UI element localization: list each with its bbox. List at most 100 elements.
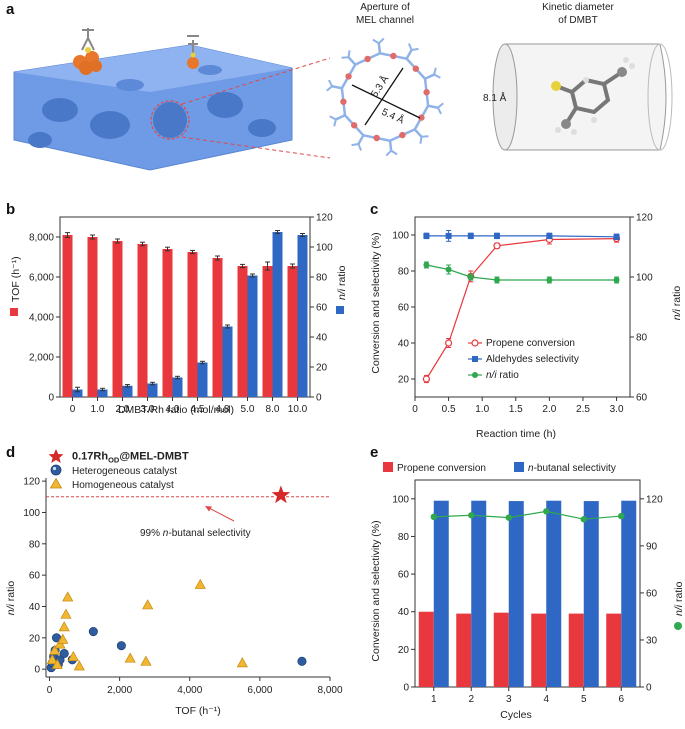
chart-e-ytick-right-label: 30	[646, 635, 658, 646]
ring-oxygen-atom	[390, 52, 397, 60]
chart-c-ytick-right-label: 60	[636, 393, 648, 404]
legend-e-selectivity-swatch	[514, 462, 524, 472]
ring-spoke-branch	[433, 67, 437, 75]
legend-triangle-icon	[49, 477, 63, 489]
chart-d-homogeneous-point	[46, 654, 58, 665]
chart-d-homogeneous-point	[49, 644, 61, 655]
legend-e-conversion-swatch	[383, 462, 393, 472]
panel-a-letter: a	[6, 1, 15, 18]
chart-b-bar-tof	[112, 241, 123, 397]
chart-c-legend-marker-0	[471, 339, 479, 347]
ring-spoke-branch	[421, 135, 429, 138]
chart-e-bar-selectivity	[546, 500, 562, 687]
chart-d-xtick-label: 4,000	[177, 685, 202, 696]
chart-b-bar-ni	[172, 377, 183, 397]
chart-e-ytick-left-label: 100	[392, 494, 409, 505]
chart-e-bar-conversion	[568, 613, 584, 687]
chart-e-bar-selectivity	[471, 500, 487, 687]
ring-spoke-branch	[437, 107, 442, 115]
chart-d-heterogeneous-point	[88, 627, 98, 637]
chart-e-ni-point	[580, 516, 587, 523]
chart-d-homogeneous-point	[57, 633, 69, 644]
ring-oxygen-atom	[340, 98, 347, 105]
chart-e-bar-conversion	[493, 612, 509, 687]
chart-b-bar-tof	[212, 258, 223, 397]
chart-e-xlabel: Cycles	[500, 709, 532, 721]
chart-c-point-1	[467, 232, 474, 239]
ring-oxygen-atom	[373, 134, 380, 142]
chart-b-ytick-right-label: 120	[316, 213, 333, 224]
ring-spoke-branch	[385, 149, 392, 157]
chart-e-bar-conversion	[606, 613, 622, 687]
panel-b-letter: b	[6, 201, 15, 218]
chart-c-legend-label-0: Propene conversion	[486, 338, 575, 349]
chart-b-bar-tof	[237, 266, 248, 397]
chart-b-ylabel-right: n/i ratio	[336, 265, 348, 300]
chart-c-ytick-left-label: 100	[392, 231, 409, 242]
chart-c-point-1	[445, 232, 452, 239]
chart-b-bar-ni	[147, 383, 158, 397]
chart-c-ylabel-left: Conversion and selectivity (%)	[370, 232, 382, 373]
aperture-title-line1: Aperture of	[360, 2, 410, 13]
chart-b-xtick-label: 5.0	[241, 404, 255, 415]
chart-e-ylabel-right: n/i ratio	[673, 581, 685, 616]
legend-e-conversion-label: Propene conversion	[397, 463, 486, 474]
chart-c-point-2	[445, 266, 452, 273]
chart-e-bar-selectivity	[621, 500, 637, 687]
chart-d-homogeneous-point	[62, 591, 74, 602]
chart-b-bar-tof	[187, 252, 198, 397]
ring-spoke-branch	[407, 43, 413, 51]
chart-e-ni-point	[505, 514, 512, 521]
chart-d-ytick-label: 40	[29, 602, 41, 613]
ring-spoke	[357, 134, 365, 145]
chart-c-point-2	[423, 262, 430, 268]
chart-e-ytick-right-label: 60	[646, 588, 658, 599]
chart-c-legend-marker-1	[472, 356, 478, 362]
zeolite-block-illustration	[13, 44, 293, 171]
kinetic-title-line1: Kinetic diameter	[542, 2, 614, 13]
chart-e-xtick-label: 6	[618, 694, 624, 705]
chart-c-ytick-right-label: 100	[636, 273, 653, 284]
ring-spoke-branch	[351, 143, 359, 147]
chart-b-ytick-left-label: 4,000	[29, 313, 54, 324]
chart-d-reference-label: 99% n-butanal selectivity	[140, 528, 251, 539]
chart-c-point-0	[493, 242, 501, 250]
chart-b-ytick-right-label: 60	[316, 303, 328, 314]
chart-b-bar-tof	[62, 235, 73, 397]
chart-d-ylabel: n/i ratio	[5, 581, 17, 616]
chart-c-point-1	[613, 233, 620, 240]
chart-d-ytick-label: 120	[23, 477, 40, 488]
chart-b-ytick-right-label: 20	[316, 363, 328, 374]
chart-c-point-2	[467, 274, 474, 280]
chart-c-xtick-label: 1.5	[509, 404, 523, 415]
ring-oxygen-atom	[364, 55, 371, 63]
ring-spoke	[377, 43, 382, 54]
chart-b-plot: 0 2,000 4,000 6,000 8,000 0 20 40 60 80 100 120 0 1.0…	[29, 213, 333, 416]
chart-e-bar-selectivity	[508, 501, 524, 687]
ring-spoke-branch	[333, 119, 337, 127]
chart-b-ytick-right-label: 100	[316, 243, 333, 254]
chart-d-homogeneous-point	[194, 578, 206, 589]
chart-b-ylabel-left-group: TOF (h⁻¹)	[10, 256, 22, 316]
chart-e-ylabel-right-marker	[674, 622, 682, 630]
chart-e-xtick-label: 2	[468, 694, 474, 705]
chart-e-ni-point	[618, 512, 625, 520]
chart-b-bar-tof	[162, 249, 173, 397]
ring-spoke	[388, 140, 393, 151]
chart-b-ytick-left-label: 2,000	[29, 353, 54, 364]
ring-oxygen-atom	[345, 73, 352, 80]
chart-b-bar-tof	[262, 266, 273, 397]
chart-b-ylabel-left: TOF (h⁻¹)	[10, 256, 22, 302]
chart-b-bar-ni	[197, 362, 208, 397]
kinetic-title-line2: of DMBT	[558, 15, 597, 26]
ring-spoke-branch	[433, 73, 441, 79]
ring-spoke	[413, 128, 423, 138]
chart-e-ni-point	[468, 512, 475, 519]
chart-c-xlabel: Reaction time (h)	[476, 428, 556, 440]
legend-homogeneous-label: Homogeneous catalyst	[72, 480, 174, 491]
chart-d-homogeneous-point	[236, 657, 248, 668]
chart-c-point-2	[493, 277, 500, 283]
chart-c-ytick-right-label: 80	[636, 333, 648, 344]
ring-spoke-branch	[328, 79, 333, 87]
